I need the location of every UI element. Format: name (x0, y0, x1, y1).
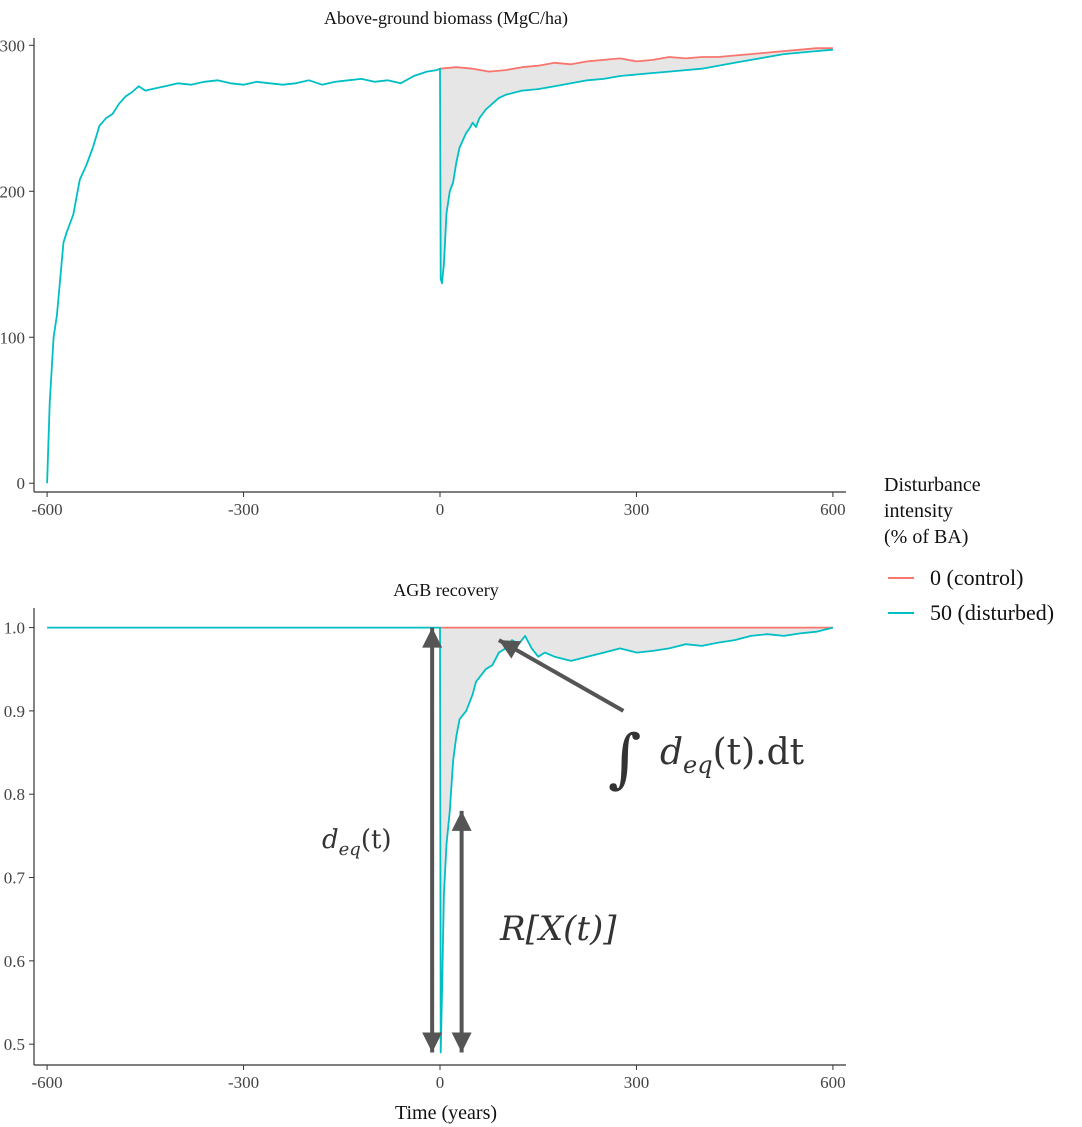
x-tick-label: 300 (624, 500, 650, 519)
difference-area (440, 48, 833, 284)
series-line-disturbed (47, 626, 834, 1054)
integral-base: d (660, 732, 683, 773)
deq-subscript: eq (339, 839, 361, 860)
annotation-arrow-head (451, 810, 472, 831)
legend-label-control: 0 (control) (930, 565, 1023, 590)
legend-title-line-3: (% of BA) (884, 526, 968, 548)
annotation-arrow-head (422, 627, 443, 648)
legend-title-line-1: Disturbance (884, 474, 981, 496)
x-tick-label: 300 (624, 1073, 650, 1092)
annotation-arrow-head (498, 640, 522, 659)
legend-title-line-2: intensity (884, 500, 953, 522)
y-tick-label: 0.8 (4, 785, 25, 804)
y-tick-label: 0 (17, 474, 26, 493)
x-tick-label: -300 (228, 500, 259, 519)
annotation-integral: ∫ deq(t).dt (608, 722, 805, 796)
x-tick-label: 0 (436, 500, 445, 519)
biomass-panel: Above-ground biomass (MgC/ha) -600 -300 0 30… (0, 8, 846, 519)
y-tick-label: 100 (0, 328, 25, 347)
deq-tail: (t) (361, 825, 392, 855)
annotation-rx: R[X(t)] (499, 909, 617, 949)
panel-title: Above-ground biomass (MgC/ha) (324, 8, 568, 29)
y-tick-label: 300 (0, 36, 25, 55)
integral-label: deq(t).dt (660, 732, 805, 779)
x-tick-label: -300 (228, 1073, 259, 1092)
y-tick-label: 0.7 (4, 869, 26, 888)
annotation-arrow-head (451, 1032, 472, 1053)
y-tick-label: 0.5 (4, 1035, 25, 1054)
x-tick-label: 0 (436, 1073, 445, 1092)
x-tick-label: -600 (32, 1073, 63, 1092)
y-tick-label: 200 (0, 182, 25, 201)
annotation-deq: deq(t) (322, 825, 392, 860)
annotation-arrow-head (422, 1032, 443, 1053)
legend: Disturbance intensity (% of BA) 0 (contr… (884, 474, 1054, 625)
recovery-panel: AGB recovery -600 -300 0 300 600 0.5 0.6 0.7 0.8 0… (4, 580, 846, 1124)
x-tick-label: 600 (820, 1073, 846, 1092)
y-tick-label: 1.0 (4, 619, 25, 638)
deq-base: d (322, 825, 339, 855)
x-tick-label: 600 (820, 500, 846, 519)
integral-subscript: eq (683, 751, 713, 779)
series-line-control (439, 47, 833, 73)
deq-label: deq(t) (322, 825, 392, 860)
rx-label: R[X(t)] (499, 909, 617, 949)
difference-area (440, 627, 833, 1053)
integral-tail: (t).dt (713, 732, 805, 773)
y-tick-label: 0.9 (4, 702, 25, 721)
annotation-arrow-shaft (497, 638, 625, 713)
x-tick-label: -600 (32, 500, 63, 519)
legend-label-disturbed: 50 (disturbed) (930, 600, 1054, 625)
x-axis-title: Time (years) (395, 1102, 497, 1124)
series-line-disturbed (46, 48, 833, 484)
integral-sign: ∫ (608, 722, 641, 796)
panel-title: AGB recovery (393, 580, 498, 600)
y-tick-label: 0.6 (4, 952, 25, 971)
